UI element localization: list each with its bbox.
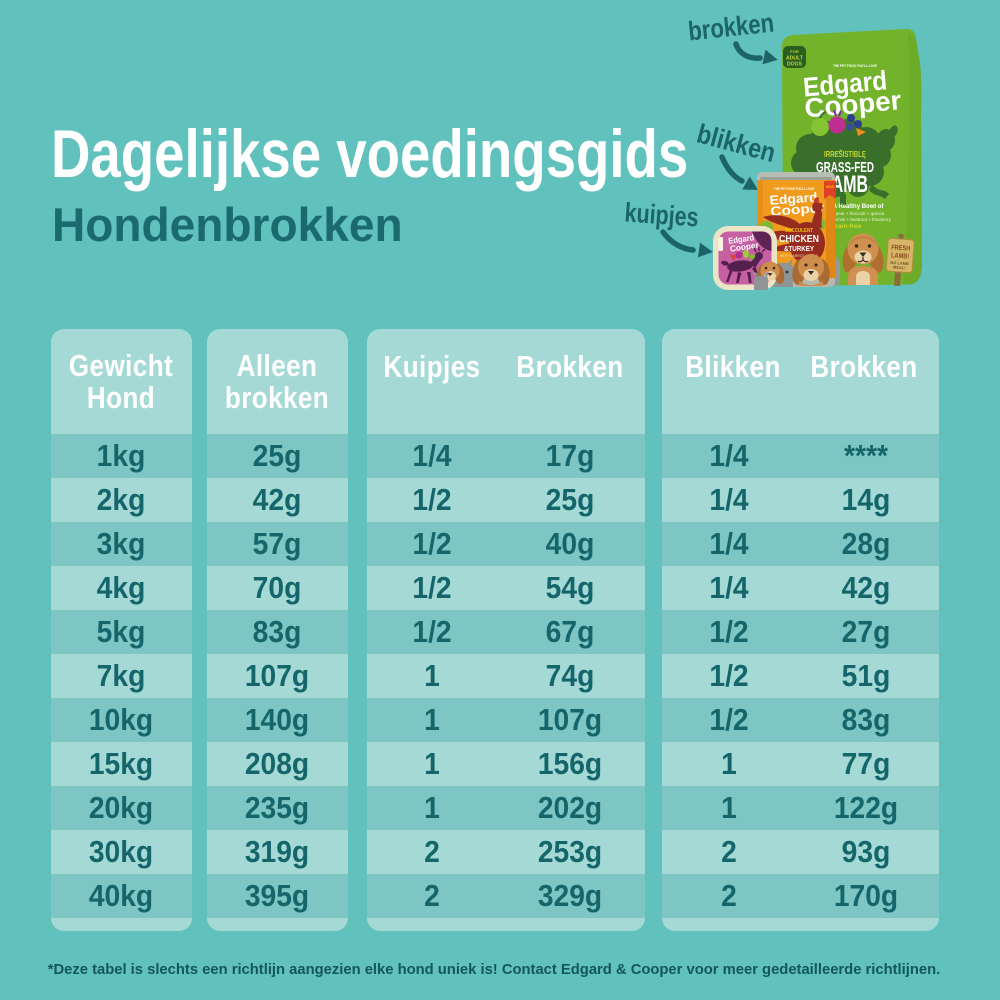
svg-text:Cooper: Cooper (729, 240, 760, 254)
svg-text:ADULT: ADULT (786, 56, 804, 62)
svg-text:blikken: blikken (694, 118, 779, 168)
svg-text:brokken: brokken (687, 8, 776, 47)
svg-text:FOR: FOR (790, 49, 799, 54)
svg-text:SUCCULENT: SUCCULENT (785, 228, 813, 234)
svg-text:MEAL!: MEAL! (893, 265, 906, 271)
svg-text:kuipjes: kuipjes (624, 197, 700, 232)
svg-text:THE PET FOOD YOU'LL LOVE: THE PET FOOD YOU'LL LOVE (774, 187, 814, 191)
svg-text:+ pear + broccoli + quinoa: + pear + broccoli + quinoa (832, 211, 885, 216)
svg-text:Edgard: Edgard (802, 65, 888, 102)
svg-text:GRASS-FED: GRASS-FED (816, 160, 874, 176)
svg-text:WITH CARROT & PEAS: WITH CARROT & PEAS (780, 254, 819, 258)
svg-text:LAMB!: LAMB! (891, 252, 909, 260)
svg-text:+ zucchini + beetroot + bluebe: + zucchini + beetroot + blueberry (825, 217, 891, 222)
svg-text:A Healthy Bowl of: A Healthy Bowl of (833, 204, 885, 210)
svg-text:CHICKEN: CHICKEN (779, 233, 819, 245)
svg-text:NO LAMB: NO LAMB (890, 260, 909, 266)
svg-text:Grain-free: Grain-free (830, 223, 861, 230)
svg-text:Edgard: Edgard (769, 189, 818, 207)
svg-text:Edgard: Edgard (728, 232, 755, 246)
svg-text:FRESH: FRESH (891, 244, 910, 252)
svg-text:Cooper: Cooper (770, 200, 825, 219)
svg-text:DOGS: DOGS (787, 62, 802, 68)
svg-text:NEW: NEW (826, 185, 835, 189)
svg-text:&TURKEY: &TURKEY (784, 244, 814, 253)
svg-text:IRRESISTIBLE: IRRESISTIBLE (824, 149, 866, 159)
svg-text:THE PET FOOD YOU'LL LOVE: THE PET FOOD YOU'LL LOVE (833, 63, 877, 68)
